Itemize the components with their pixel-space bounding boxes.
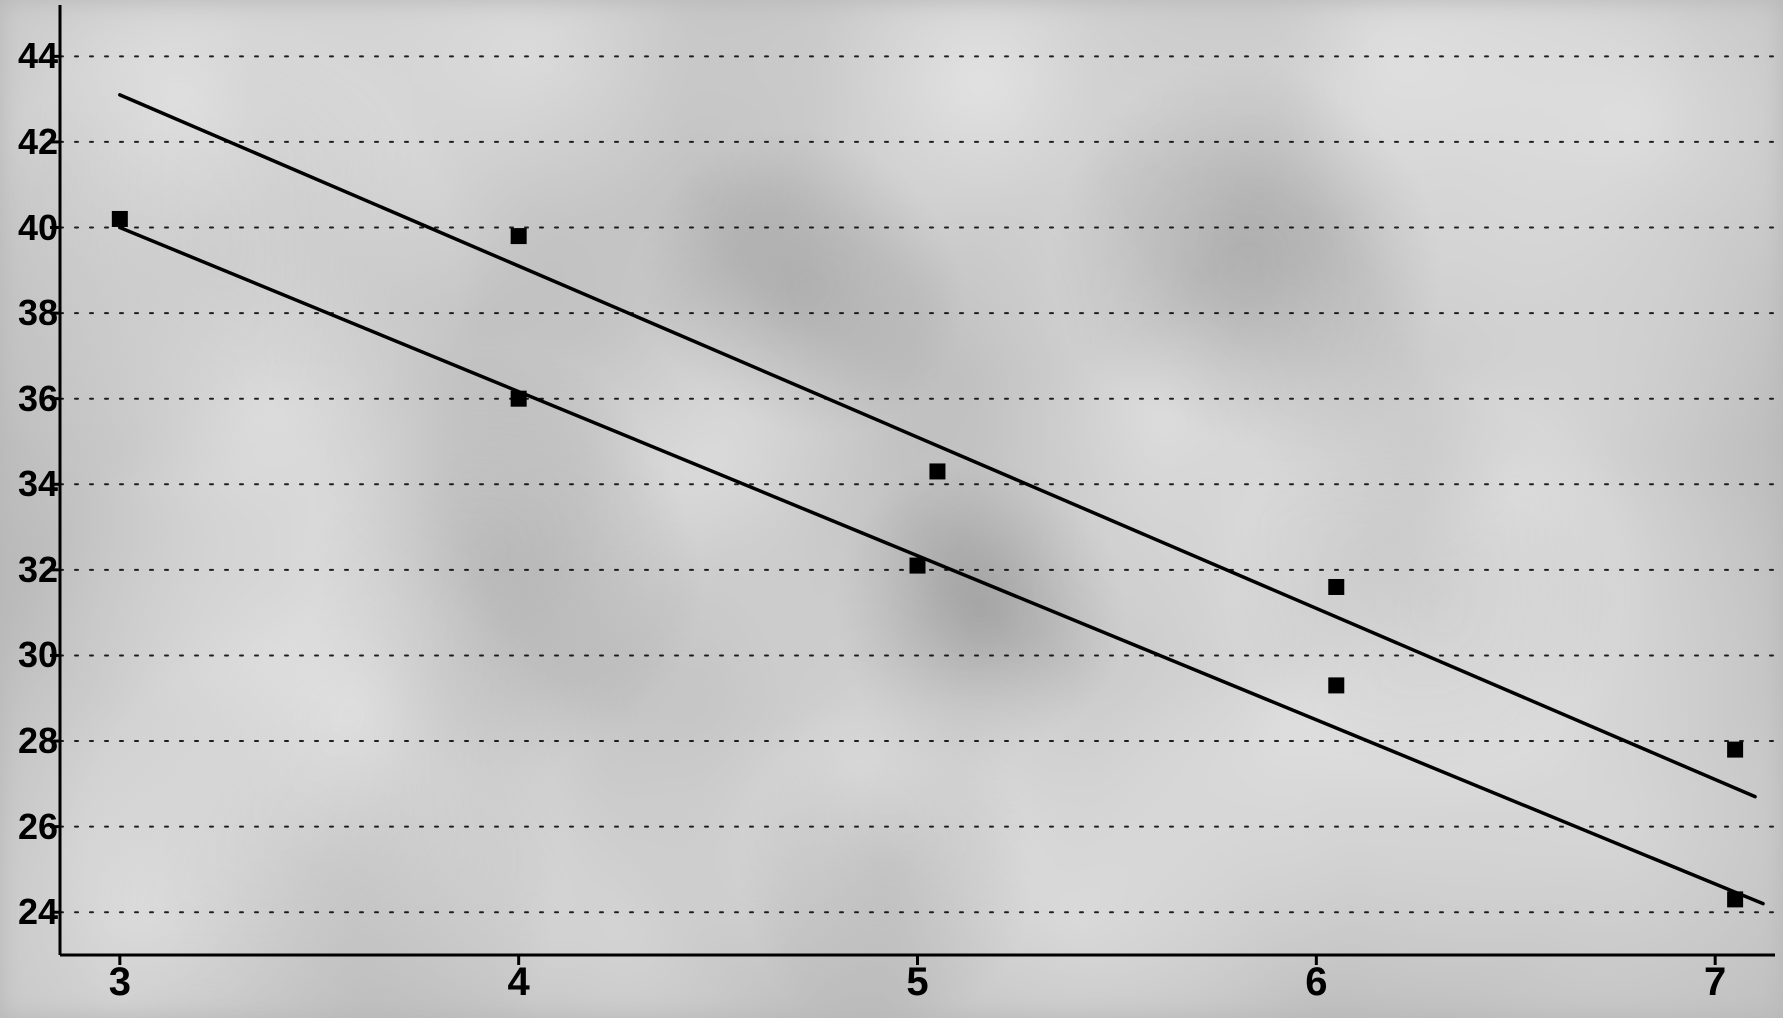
y-tick-label: 30	[18, 634, 58, 676]
y-tick-label: 28	[18, 720, 58, 762]
y-tick-label: 36	[18, 378, 58, 420]
chart-regression-lines	[120, 95, 1763, 904]
x-tick-label: 4	[508, 960, 530, 1005]
x-tick-label: 3	[109, 960, 131, 1005]
x-tick-label: 5	[906, 960, 928, 1005]
y-tick-label: 26	[18, 806, 58, 848]
y-tick-label: 32	[18, 549, 58, 591]
y-tick-label: 24	[18, 891, 58, 933]
chart-container: 2426283032343638404244 34567	[0, 0, 1783, 1018]
y-tick-label: 42	[18, 121, 58, 163]
x-tick-label: 7	[1704, 960, 1726, 1005]
y-tick-label: 34	[18, 463, 58, 505]
y-tick-label: 40	[18, 207, 58, 249]
y-tick-label: 44	[18, 35, 58, 77]
x-tick-label: 6	[1305, 960, 1327, 1005]
chart-gridlines	[60, 56, 1775, 912]
chart-svg	[0, 0, 1783, 1018]
y-tick-label: 38	[18, 292, 58, 334]
